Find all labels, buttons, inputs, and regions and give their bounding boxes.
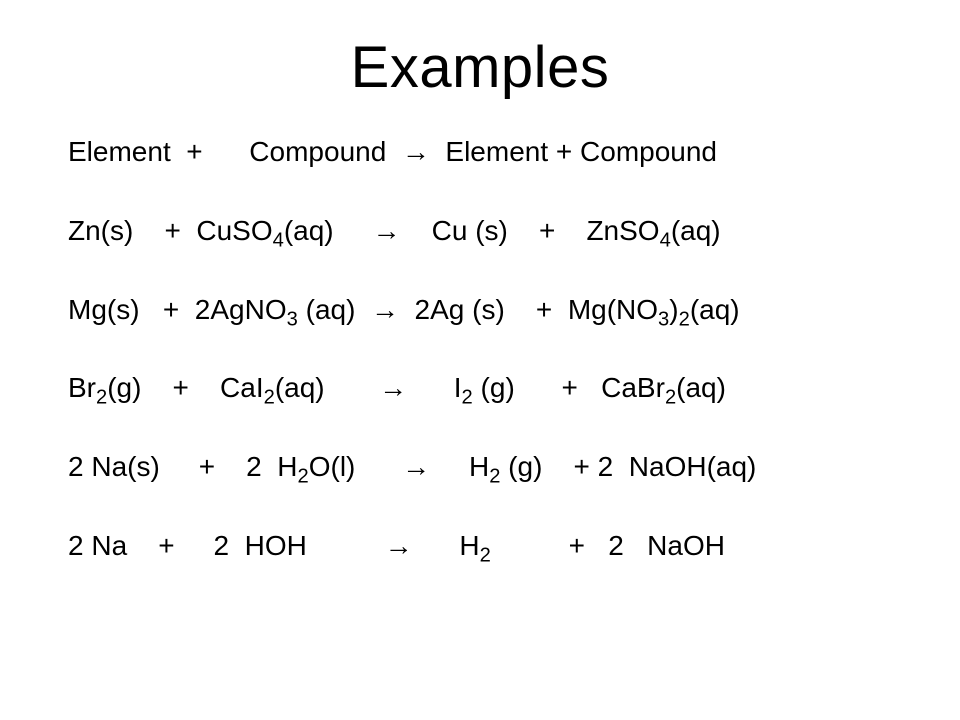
- equation-br2-cai2: Br2(g) + CaI2(aq) → I2 (g) + CaBr2(aq): [68, 373, 900, 404]
- equation-na-h2o: 2 Na(s) + 2 H2O(l) → H2 (g) + 2 NaOH(aq): [68, 452, 900, 483]
- equation-na-hoh: 2 Na + 2 HOH → H2 + 2 NaOH: [68, 531, 900, 562]
- equation-mg-agno3: Mg(s) + 2AgNO3 (aq) → 2Ag (s) + Mg(NO3)2…: [68, 295, 900, 326]
- equation-list: Element + Compound → Element + Compound Z…: [60, 137, 900, 562]
- slide-title: Examples: [60, 34, 900, 101]
- slide-container: Examples Element + Compound → Element + …: [0, 0, 960, 720]
- equation-general-form: Element + Compound → Element + Compound: [68, 137, 900, 168]
- equation-zn-cuso4: Zn(s) + CuSO4(aq) → Cu (s) + ZnSO4(aq): [68, 216, 900, 247]
